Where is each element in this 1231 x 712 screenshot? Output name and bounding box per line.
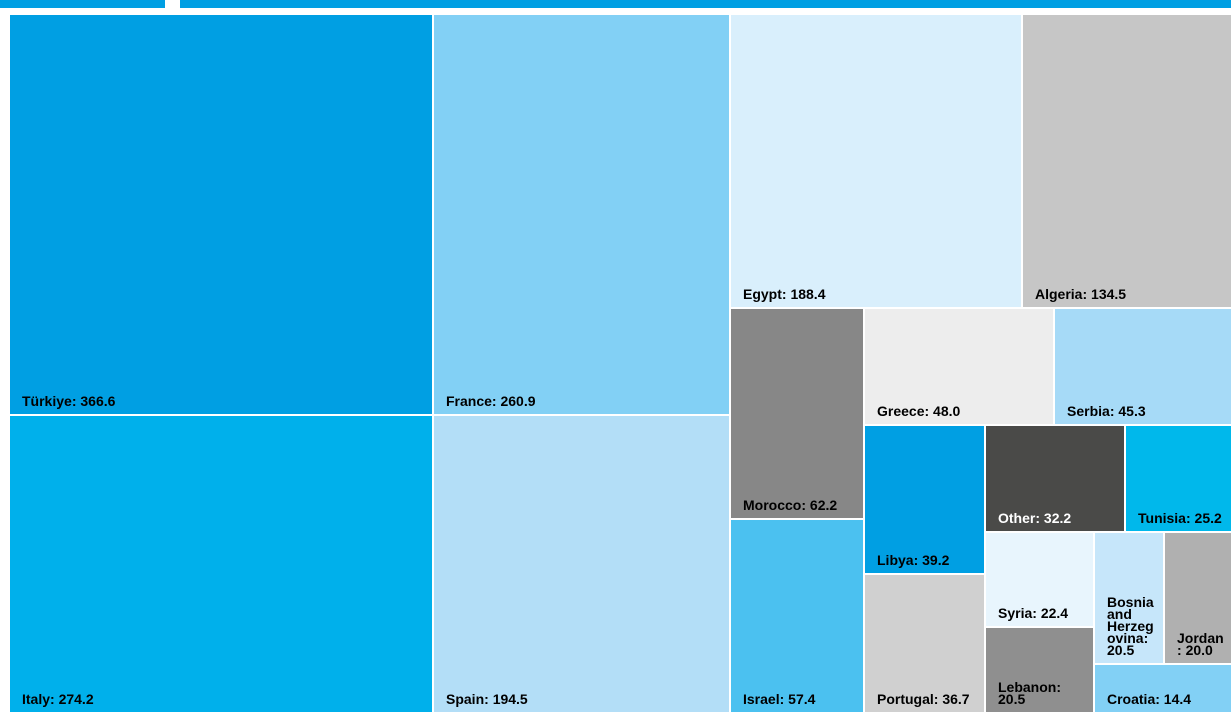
category-name: Syria [998, 605, 1033, 621]
cell-label: Greece: 48.0 [877, 403, 961, 419]
category-name: Jordan [1177, 630, 1224, 646]
cell-label: Italy: 274.2 [22, 691, 94, 707]
value-label: 14.4 [1163, 691, 1192, 707]
treemap-cell: Lebanon: 20.5 [986, 628, 1093, 712]
header-bar [0, 0, 165, 8]
cell-label: Algeria: 134.5 [1035, 286, 1127, 302]
cell-label: Croatia: 14.4 [1107, 691, 1192, 707]
cell-label: Israel: 57.4 [743, 691, 816, 707]
value-label: 39.2 [922, 552, 950, 568]
category-name: France [446, 393, 492, 409]
value-label: 194.5 [492, 691, 528, 707]
value-label: 260.9 [500, 393, 536, 409]
value-label: 366.6 [80, 393, 116, 409]
value-label: 57.4 [788, 691, 816, 707]
treemap-cell: Algeria: 134.5 [1023, 15, 1231, 307]
treemap-cell: Greece: 48.0 [865, 309, 1053, 424]
treemap-cell: Serbia: 45.3 [1055, 309, 1231, 424]
category-name: Libya [877, 552, 914, 568]
value-label: 25.2 [1194, 510, 1222, 526]
cell-label: Egypt: 188.4 [743, 286, 826, 302]
value-label: 36.7 [942, 691, 970, 707]
category-name: Türkiye [22, 393, 72, 409]
category-name: Egypt [743, 286, 782, 302]
cell-label: Libya: 39.2 [877, 552, 950, 568]
category-name: Tunisia [1138, 510, 1186, 526]
value-label: 20.5 [998, 691, 1026, 707]
treemap-cell: Syria: 22.4 [986, 533, 1093, 626]
category-name: Israel [743, 691, 780, 707]
category-name: Serbia [1067, 403, 1110, 419]
value-label: 20.5 [1107, 642, 1135, 658]
treemap-cell: France: 260.9 [434, 15, 729, 414]
category-name: Bosnia and Herzegovina [1107, 594, 1154, 646]
header-bar [180, 0, 1231, 8]
value-label: 20.0 [1185, 642, 1213, 658]
treemap-cell: Türkiye: 366.6 [10, 15, 432, 414]
value-label: 22.4 [1040, 605, 1069, 621]
category-name: Spain [446, 691, 485, 707]
value-label: 32.2 [1043, 510, 1072, 526]
treemap-cell: Portugal: 36.7 [865, 575, 984, 712]
cell-label: Jordan: 20.0 [1177, 630, 1224, 658]
category-name: Greece [877, 403, 925, 419]
treemap-cell: Libya: 39.2 [865, 426, 984, 573]
category-name: Italy [22, 691, 51, 707]
treemap-cell: Croatia: 14.4 [1095, 665, 1231, 712]
category-name: Other [998, 510, 1036, 526]
cell-label: Lebanon: 20.5 [998, 679, 1062, 707]
cell-label: Spain: 194.5 [446, 691, 528, 707]
category-name: Morocco [743, 497, 802, 513]
category-name: Algeria [1035, 286, 1083, 302]
category-name: Lebanon [998, 679, 1057, 695]
treemap-cell: Italy: 274.2 [10, 416, 432, 712]
treemap-cell: Spain: 194.5 [434, 416, 729, 712]
cell-label: Syria: 22.4 [998, 605, 1069, 621]
cell-label: Türkiye: 366.6 [22, 393, 116, 409]
cell-label: Serbia: 45.3 [1067, 403, 1146, 419]
cell-label: Portugal: 36.7 [877, 691, 970, 707]
value-label: 274.2 [58, 691, 94, 707]
value-label: 62.2 [809, 497, 838, 513]
value-label: 134.5 [1091, 286, 1127, 302]
treemap-cell: Bosnia and Herzegovina: 20.5 [1095, 533, 1163, 663]
category-name: Portugal [877, 691, 934, 707]
treemap-cell: Morocco: 62.2 [731, 309, 863, 518]
cell-label: Bosnia and Herzegovina: 20.5 [1107, 594, 1154, 658]
category-name: Croatia [1107, 691, 1156, 707]
cell-label: France: 260.9 [446, 393, 536, 409]
treemap-cell: Other: 32.2 [986, 426, 1124, 531]
cell-label: Other: 32.2 [998, 510, 1072, 526]
treemap-cell: Tunisia: 25.2 [1126, 426, 1231, 531]
value-label: 48.0 [933, 403, 961, 419]
treemap-cell: Jordan: 20.0 [1165, 533, 1231, 663]
treemap-cell: Israel: 57.4 [731, 520, 863, 712]
value-label: 45.3 [1118, 403, 1146, 419]
treemap-cell: Egypt: 188.4 [731, 15, 1021, 307]
cell-label: Morocco: 62.2 [743, 497, 838, 513]
cell-label: Tunisia: 25.2 [1138, 510, 1222, 526]
value-label: 188.4 [790, 286, 826, 302]
